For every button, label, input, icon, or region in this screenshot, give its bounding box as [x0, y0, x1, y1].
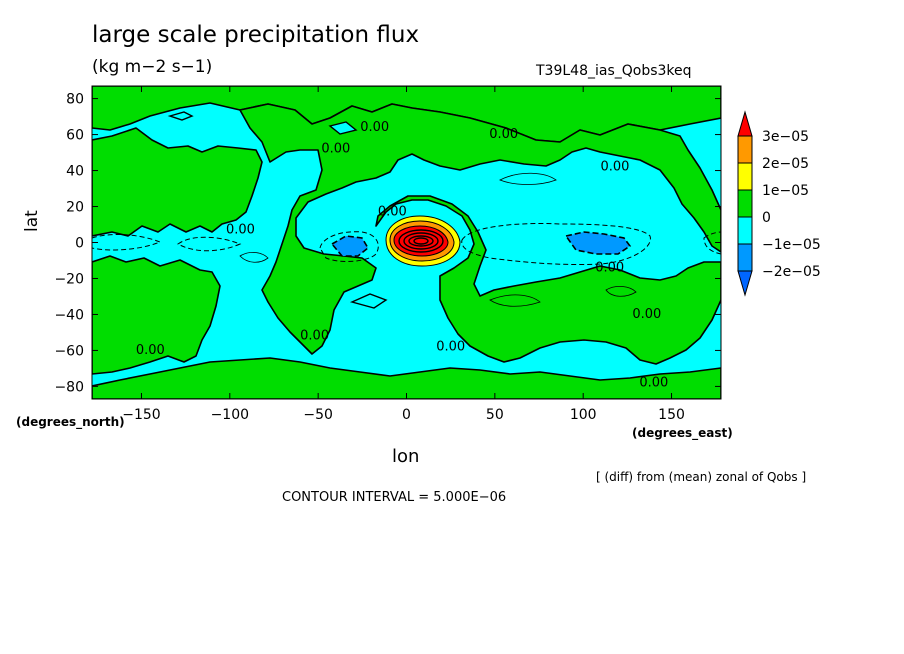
core-contour-1: [398, 229, 444, 253]
y-tick-label: 80: [66, 92, 84, 108]
colorbar-bottom-arrow: [737, 270, 753, 297]
small-island-2: [328, 121, 358, 135]
x-tick-label: 0: [402, 407, 411, 423]
core-contour-4: [413, 237, 429, 245]
y-axis-units: (degrees_north): [16, 415, 125, 429]
contour-label: 0.00: [601, 160, 630, 175]
negative-patch-west: [330, 235, 370, 257]
y-tick-label: 60: [66, 128, 84, 144]
x-tick-label: −150: [122, 407, 160, 423]
negative-patch-east: [564, 231, 632, 255]
contour-label: 0.00: [595, 260, 624, 275]
chart-title: large scale precipitation flux: [92, 22, 420, 48]
y-tick-label: −80: [54, 379, 84, 395]
contour-label: 0.00: [300, 329, 329, 344]
contour-label: 0.00: [226, 223, 255, 238]
positive-region-americas: [239, 103, 721, 355]
contour-label: 0.00: [360, 120, 389, 135]
core-contour-3: [408, 235, 434, 247]
colorbar-segment: [737, 135, 753, 164]
colorbar-label: 1e−05: [762, 183, 809, 199]
x-axis-units: (degrees_east): [632, 426, 733, 440]
small-island-1: [167, 111, 194, 121]
core-contour-2: [403, 232, 439, 250]
contour-label: 0.00: [639, 375, 668, 390]
chart-units: (kg m−2 s−1): [92, 57, 213, 77]
x-tick-label: 50: [486, 407, 504, 423]
contour-label: 0.00: [321, 142, 350, 157]
y-tick-label: −60: [54, 343, 84, 359]
colorbar-segment: [737, 162, 753, 191]
y-tick-label: 40: [66, 164, 84, 180]
y-tick-label: −20: [54, 271, 84, 287]
colorbar-segment: [737, 216, 753, 245]
positive-region-equatorial-core-area: [375, 195, 721, 365]
colorbar-label: 0: [762, 210, 771, 226]
x-tick-label: 100: [570, 407, 597, 423]
core-red: [393, 225, 449, 257]
neg-contour-east: [461, 223, 651, 266]
contour-label: 0.00: [436, 339, 465, 354]
neg-contour-west: [319, 231, 379, 262]
colorbar-top-arrow: [737, 110, 753, 137]
contour-label: 0.00: [378, 205, 407, 220]
positive-region-northwest: [92, 127, 263, 237]
neg-contour-pacific: [177, 236, 242, 252]
colorbar-segment: [737, 243, 753, 272]
colorbar-label: −1e−05: [762, 237, 821, 253]
run-id: T39L48_ias_Qobs3keq: [536, 63, 692, 79]
small-island-3: [349, 293, 388, 309]
colorbar-label: 3e−05: [762, 129, 809, 145]
neg-contour-far-west: [92, 234, 162, 251]
contour-label: 0.00: [489, 127, 518, 142]
colorbar-label: −2e−05: [762, 264, 821, 280]
axes: −150 −100 −50 0 50 100 150 80 60 40 20 0 −20 −40 −60 −8…: [54, 86, 721, 423]
x-axis-label: lon: [392, 446, 420, 467]
colorbar-label: 2e−05: [762, 156, 809, 172]
pos-contour-3: [239, 252, 269, 263]
neg-contour-far-east: [703, 231, 721, 255]
colorbar-segment: [737, 189, 753, 218]
contour-field: 0.00 0.00 0.00 0.00 0.00 0.00 0.00 0.00 0.00 0.00…: [92, 86, 721, 399]
y-tick-label: −40: [54, 307, 84, 323]
pos-contour-1: [499, 172, 557, 185]
derivation-note: [ (diff) from (mean) zonal of Qobs ]: [596, 470, 807, 484]
positive-region-west-pacific-north: [92, 255, 221, 375]
positive-region-south: [92, 357, 721, 399]
pos-contour-2: [489, 294, 541, 307]
contour-interval: CONTOUR INTERVAL = 5.000E−06: [282, 490, 507, 505]
x-tick-label: −50: [303, 407, 333, 423]
pos-contour-4: [605, 286, 637, 297]
contour-label: 0.00: [136, 343, 165, 358]
colorbar: 3e−05 2e−05 1e−05 0 −1e−05 −2e−05: [737, 110, 821, 297]
x-tick-label: 150: [658, 407, 685, 423]
y-tick-label: 20: [66, 200, 84, 216]
y-tick-label: 0: [75, 236, 84, 252]
x-tick-label: −100: [211, 407, 249, 423]
contour-label: 0.00: [632, 307, 661, 322]
